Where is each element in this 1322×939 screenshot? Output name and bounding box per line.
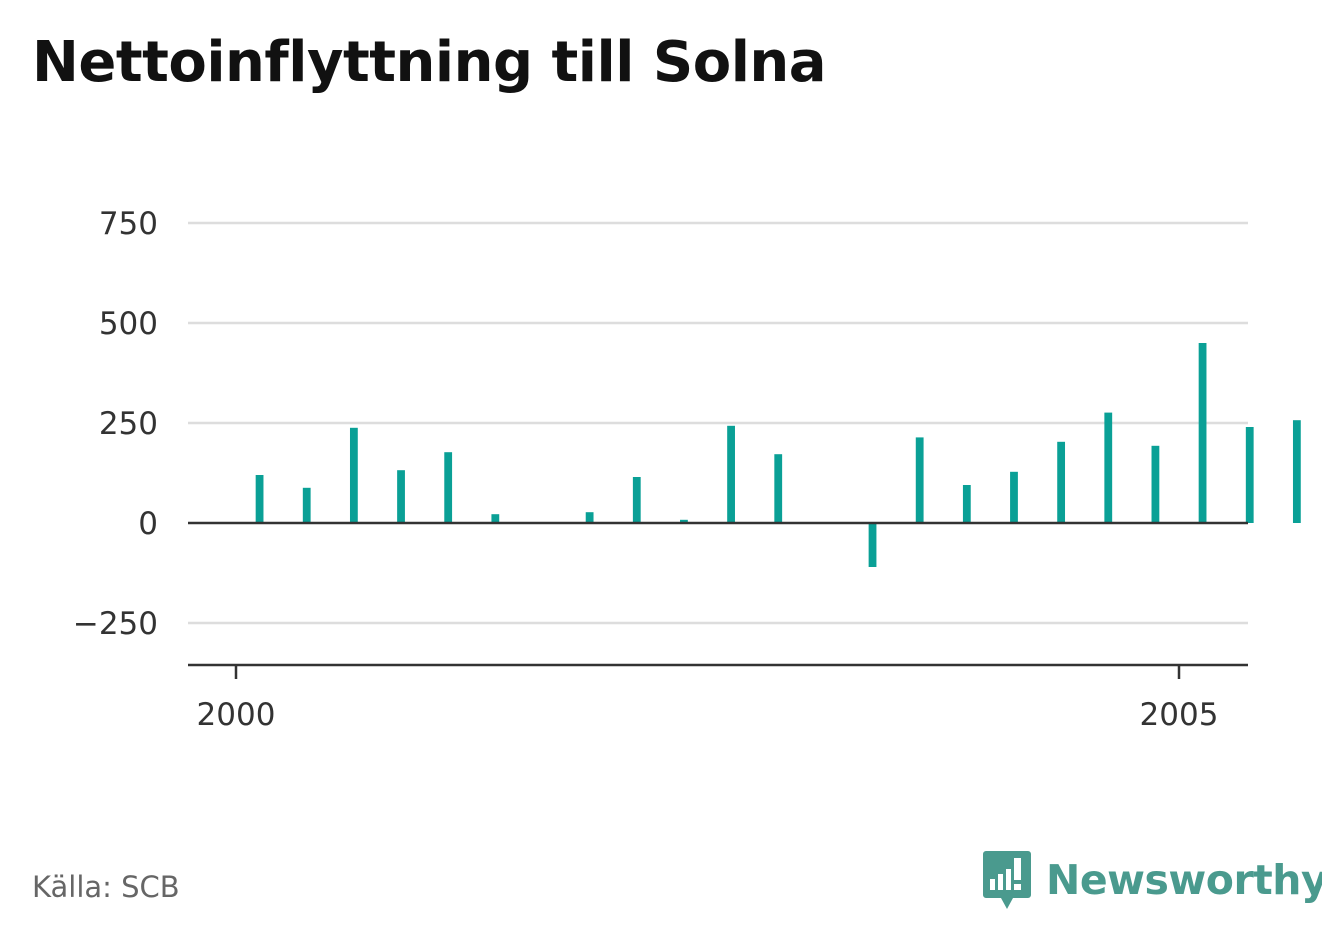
chart-title: Nettoinflyttning till Solna — [32, 30, 827, 95]
bar — [491, 514, 500, 523]
bar — [962, 485, 971, 523]
bar — [444, 452, 453, 523]
bar — [1292, 420, 1301, 523]
bar — [1151, 445, 1160, 523]
brand-name: Newsworthy — [1046, 856, 1322, 904]
bar — [302, 487, 311, 523]
x-tick-label: 2000 — [197, 697, 276, 733]
y-tick-label: 750 — [99, 206, 158, 242]
bar — [1104, 412, 1113, 523]
y-tick-label: 500 — [99, 306, 158, 342]
bar — [632, 477, 641, 523]
source-note: Källa: SCB — [32, 870, 180, 904]
bar — [727, 425, 735, 523]
x-axis-ticks: 200020052010201520202025 — [197, 665, 1219, 733]
bar — [680, 519, 688, 523]
bars — [255, 343, 1301, 567]
y-tick-label: −250 — [73, 606, 158, 642]
bar — [774, 454, 783, 523]
y-tick-label: 250 — [99, 406, 158, 442]
newsworthy-logo-icon — [983, 851, 1031, 909]
bar — [585, 512, 594, 523]
bar — [349, 427, 358, 523]
bar — [868, 523, 877, 567]
bar — [1057, 441, 1066, 523]
x-tick-label: 2005 — [1140, 697, 1219, 733]
axes — [188, 521, 1248, 667]
bar — [255, 475, 264, 523]
y-tick-label: 0 — [138, 506, 158, 542]
bar — [1198, 343, 1207, 523]
brand-logo: Newsworthy — [982, 850, 1322, 910]
grid-lines — [188, 221, 1248, 625]
bar — [1245, 427, 1254, 523]
bar — [397, 470, 405, 523]
bar — [915, 437, 924, 523]
bar — [1010, 471, 1018, 523]
y-axis-ticks: −250 0 250 500 750 — [73, 206, 158, 642]
